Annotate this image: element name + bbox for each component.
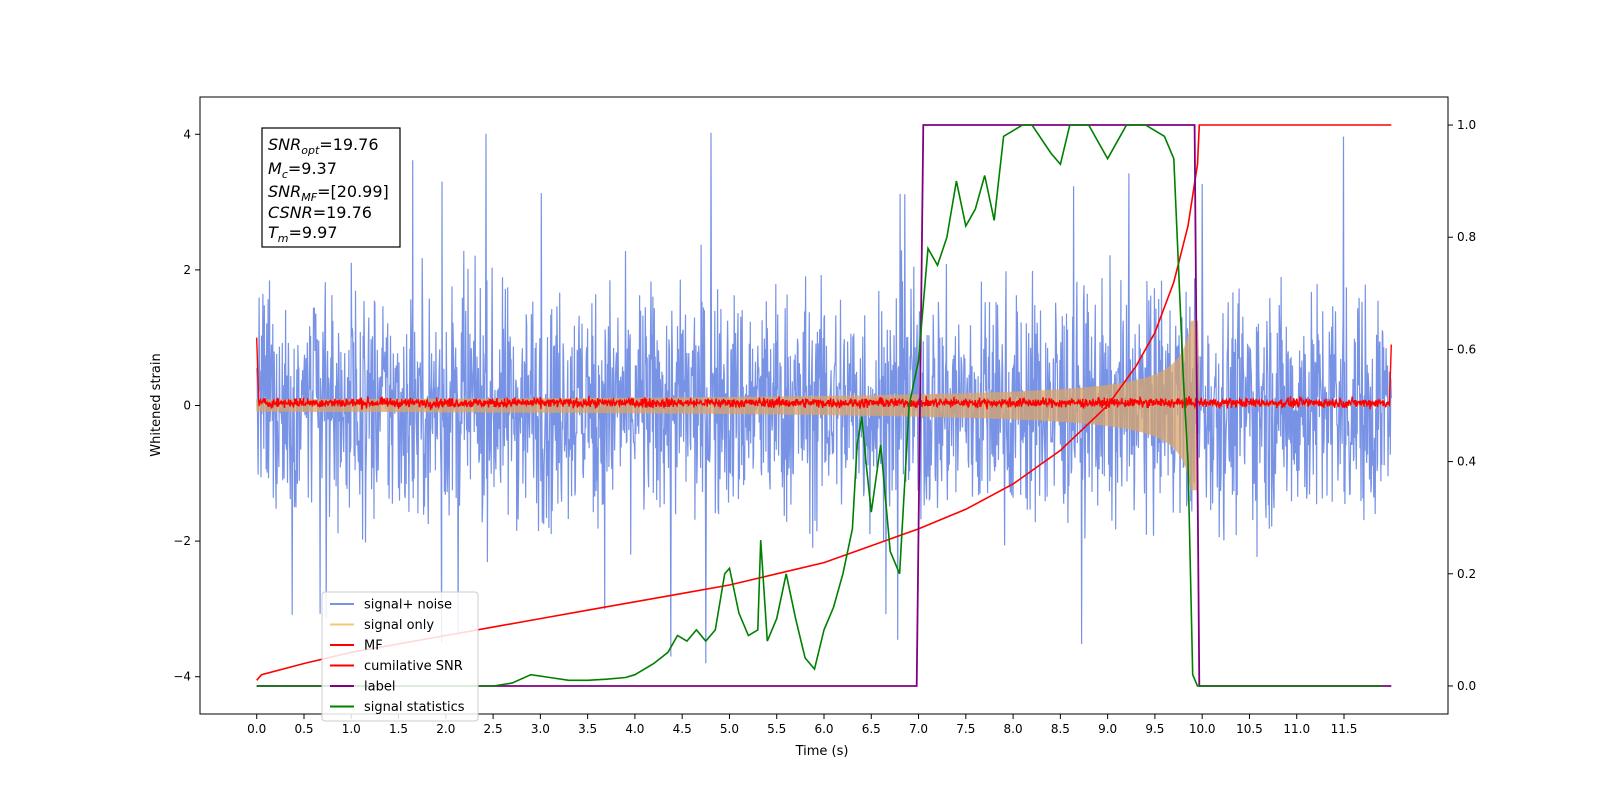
x-tick-label: 5.0 — [720, 722, 739, 736]
y2-tick-label: 0.0 — [1457, 679, 1476, 693]
y-tick-label: −4 — [173, 670, 191, 684]
x-tick-label: 11.0 — [1283, 722, 1310, 736]
x-tick-label: 7.5 — [956, 722, 975, 736]
info-tm: Tm=9.97 — [268, 223, 338, 245]
legend-label-label: label — [364, 680, 395, 695]
series-signal-statistics — [256, 124, 1382, 687]
y-tick-label: −2 — [173, 534, 191, 548]
x-tick-label: 2.0 — [436, 722, 455, 736]
y-axis-label: Whitened strain — [149, 353, 164, 456]
y2-tick-label: 0.8 — [1457, 230, 1476, 244]
x-tick-label: 10.0 — [1189, 722, 1216, 736]
series-mf — [256, 337, 1392, 411]
x-axis-label: Time (s) — [795, 744, 849, 759]
x-tick-label: 2.5 — [484, 722, 503, 736]
info-csnr: CSNR=19.76 — [268, 203, 372, 222]
legend-label-signal-noise: signal+ noise — [364, 598, 452, 613]
y2-tick-label: 0.6 — [1457, 342, 1476, 356]
x-tick-label: 4.5 — [673, 722, 692, 736]
x-tick-label: 4.0 — [625, 722, 644, 736]
x-tick-label: 3.0 — [531, 722, 550, 736]
legend-label-signal-only: signal only — [364, 618, 434, 633]
x-tick-label: 0.0 — [247, 722, 266, 736]
y2-tick-label: 0.4 — [1457, 455, 1476, 469]
x-tick-label: 6.5 — [862, 722, 881, 736]
x-tick-label: 9.0 — [1098, 722, 1117, 736]
x-tick-label: 8.5 — [1051, 722, 1070, 736]
legend: signal+ noise signal only MF cumilative SNR… — [321, 591, 479, 722]
legend-label-cumilative-snr: cumilative SNR — [364, 659, 463, 674]
y-tick-label: 2 — [183, 263, 191, 277]
legend-label-signal-statistics: signal statistics — [364, 700, 465, 715]
y2-tick-label: 1.0 — [1457, 118, 1476, 132]
y-axis-ticks: 4 2 0 −2 −4 — [173, 127, 200, 684]
series-signal-plus-noise — [256, 132, 1392, 664]
legend-frame — [321, 591, 479, 722]
info-snr-mf: SNRMF=[20.99] — [268, 182, 389, 204]
info-box-frame — [261, 127, 401, 248]
x-tick-label: 5.5 — [767, 722, 786, 736]
x-tick-label: 1.0 — [342, 722, 361, 736]
y2-tick-label: 0.2 — [1457, 567, 1476, 581]
info-mc: Mc=9.37 — [268, 159, 337, 181]
x-tick-label: 8.0 — [1004, 722, 1023, 736]
x-tick-label: 7.0 — [909, 722, 928, 736]
x-tick-label: 0.5 — [294, 722, 313, 736]
legend-label-mf: MF — [364, 639, 383, 654]
info-box: SNRopt=19.76 Mc=9.37 SNRMF=[20.99] CSNR=… — [261, 127, 401, 248]
x-tick-label: 1.5 — [389, 722, 408, 736]
x-axis-ticks: 0.0 0.5 1.0 1.5 2.0 2.5 3.0 3.5 4.0 4.5 5.0 5.5 6.0 6… — [247, 714, 1357, 736]
info-snr-opt: SNRopt=19.76 — [268, 135, 379, 157]
x-tick-label: 6.0 — [814, 722, 833, 736]
y-tick-label: 0 — [183, 399, 191, 413]
x-tick-label: 9.5 — [1145, 722, 1164, 736]
x-tick-label: 11.5 — [1331, 722, 1358, 736]
y2-axis-ticks: 1.0 0.8 0.6 0.4 0.2 0.0 — [1448, 118, 1476, 693]
y-tick-label: 4 — [183, 127, 191, 141]
x-tick-label: 10.5 — [1236, 722, 1263, 736]
x-tick-label: 3.5 — [578, 722, 597, 736]
